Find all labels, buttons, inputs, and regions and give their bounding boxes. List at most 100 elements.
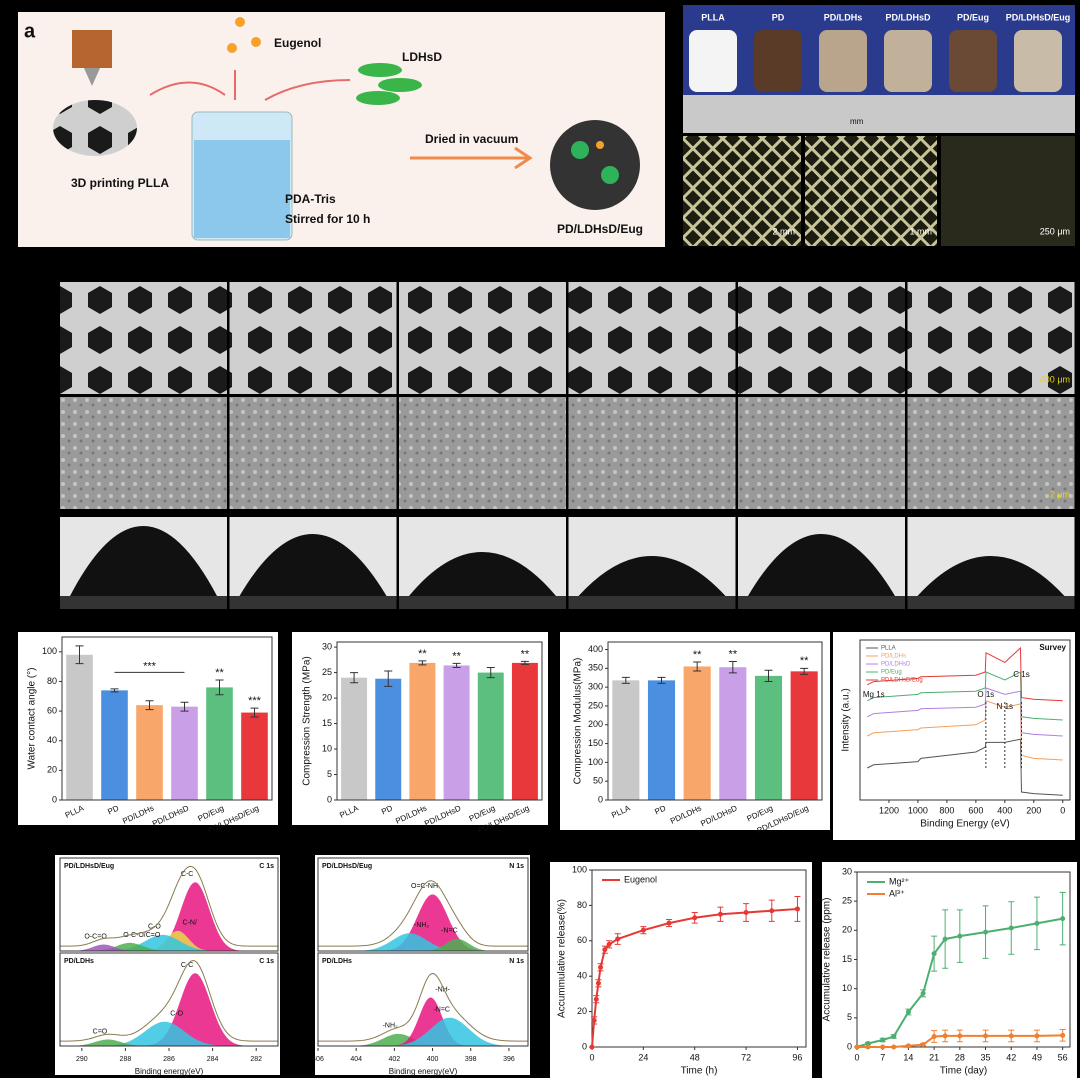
- fit-envelope: [59, 865, 278, 947]
- fit-peak: [318, 997, 528, 1046]
- y-axis-label: Intensity (a.u.): [841, 688, 852, 751]
- y-tick-label: 20: [47, 765, 57, 775]
- bar: [754, 675, 783, 800]
- legend-label: PD/LDHsD: [881, 662, 911, 668]
- label: 3D printing PLLA: [71, 176, 169, 190]
- y-tick-label: 100: [42, 646, 57, 656]
- droplet: [239, 534, 387, 596]
- point: [717, 911, 723, 917]
- x-tick-label: 288: [120, 1056, 132, 1063]
- spectrum: [867, 687, 1063, 737]
- point: [1034, 1033, 1040, 1039]
- legend-label: PLLA: [881, 646, 896, 652]
- error-bar: [486, 666, 495, 679]
- sem-low: [399, 282, 566, 394]
- y-tick-label: 150: [588, 738, 603, 748]
- legend-label: PD/LDHs: [881, 654, 906, 660]
- panel-label: a: [24, 20, 36, 42]
- y-axis-label: Compression Modulus(MPa): [573, 658, 584, 785]
- bar: [683, 666, 711, 800]
- x-tick-label: 7: [880, 1052, 885, 1062]
- x-tick-label: 56: [1058, 1052, 1068, 1062]
- label: Stirred for 10 h: [285, 212, 370, 226]
- sample-label: PD: [772, 12, 785, 22]
- region-label: C 1s: [259, 863, 274, 870]
- significance: **: [452, 650, 461, 662]
- bar: [206, 687, 233, 800]
- legend-label: Eugenol: [624, 874, 657, 884]
- y-tick-label: 0: [582, 1041, 587, 1051]
- point: [931, 951, 937, 957]
- error-bar: [520, 660, 529, 665]
- x-tick-label: 24: [638, 1052, 648, 1062]
- y-tick-label: 200: [588, 719, 603, 729]
- significance: **: [418, 648, 427, 660]
- x-tick-label: 35: [981, 1052, 991, 1062]
- spectrum: [867, 738, 1063, 796]
- x-tick-label: 282: [250, 1056, 262, 1063]
- x-tick-label: 200: [1026, 805, 1041, 815]
- x-tick-label: 400: [997, 805, 1012, 815]
- bar: [375, 678, 402, 800]
- y-tick-label: 60: [47, 705, 57, 715]
- bar: [101, 690, 128, 800]
- y-tick-label: 0: [847, 1041, 852, 1051]
- y-tick-label: 100: [572, 864, 587, 874]
- point: [602, 947, 608, 953]
- droplet: [917, 556, 1065, 596]
- x-tick-label: 14: [903, 1052, 913, 1062]
- x-tick-label: 42: [1006, 1052, 1016, 1062]
- point: [692, 915, 698, 921]
- point: [942, 1033, 948, 1039]
- y-tick-label: 100: [588, 757, 603, 767]
- y-tick-label: 350: [588, 663, 603, 673]
- point: [905, 1009, 911, 1015]
- arrows: [149, 70, 351, 101]
- point: [865, 1041, 871, 1046]
- sample-label: PD/LDHsD: [885, 12, 931, 22]
- error-bar: [764, 669, 773, 682]
- y-tick-label: 5: [847, 1012, 852, 1022]
- x-tick-label: 600: [968, 805, 983, 815]
- y-tick-label: 0: [327, 794, 332, 804]
- peak-label: -NH₂: [383, 1023, 398, 1030]
- x-axis-label: Binding Energy (eV): [920, 819, 1010, 830]
- sem-low: [907, 282, 1075, 394]
- legend-label: Mg²⁺: [889, 876, 909, 886]
- x-tick-label: 0: [1060, 805, 1065, 815]
- scaffold-photo: [884, 30, 932, 92]
- point: [1008, 1033, 1014, 1039]
- x-tick-label: 1200: [879, 805, 899, 815]
- sem-low: [738, 282, 905, 394]
- error-bar: [180, 701, 189, 712]
- y-tick-label: 30: [322, 641, 332, 651]
- plot-frame: [61, 636, 273, 801]
- significance: ***: [248, 695, 262, 707]
- fit-peak: [318, 938, 528, 951]
- x-tick-label: 284: [207, 1056, 219, 1063]
- sample-label: PD/LDHs: [64, 958, 94, 965]
- bar: [171, 706, 198, 800]
- schematic: a 3D printing PLLA Eugenol LDHsD PDA-Tri…: [18, 12, 665, 247]
- bar: [66, 654, 93, 800]
- scale-bar: 250 μm: [1040, 226, 1070, 236]
- x-tick-label: 400: [427, 1056, 439, 1063]
- error-bar: [215, 679, 224, 696]
- point: [905, 1043, 911, 1049]
- fit-peak: [318, 1017, 528, 1046]
- region-label: N 1s: [509, 863, 524, 870]
- nozzle: [84, 68, 100, 86]
- sample-label: PD/LDHsD/Eug: [64, 863, 114, 870]
- x-tick-label: 404: [350, 1056, 362, 1063]
- x-tick-label: 286: [163, 1056, 175, 1063]
- bar: [612, 680, 640, 800]
- point: [942, 936, 948, 942]
- fit-peak: [318, 894, 528, 951]
- point: [891, 1044, 897, 1050]
- region-label: N 1s: [509, 958, 524, 965]
- point: [598, 964, 604, 970]
- peak-label: O=C-NH: [411, 883, 438, 890]
- sem-high: [60, 397, 227, 509]
- sample-label: PD/LDHsD/Eug: [322, 863, 372, 870]
- label: PDA-Tris: [285, 192, 336, 206]
